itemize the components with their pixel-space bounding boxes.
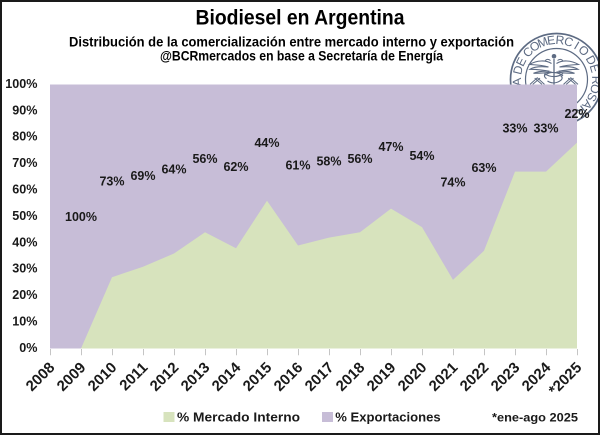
svg-text:60%: 60% [12, 183, 37, 197]
svg-text:2020: 2020 [395, 359, 431, 395]
svg-text:Biodiesel en Argentina: Biodiesel en Argentina [196, 6, 405, 30]
svg-text:I: I [572, 39, 582, 53]
svg-text:2009: 2009 [54, 359, 90, 395]
svg-text:70%: 70% [12, 156, 37, 170]
svg-text:2014: 2014 [209, 359, 245, 395]
svg-text:2019: 2019 [364, 359, 400, 395]
svg-text:22%: 22% [564, 107, 589, 121]
svg-text:*ene-ago 2025: *ene-ago 2025 [492, 410, 578, 424]
svg-text:56%: 56% [192, 152, 217, 166]
svg-text:90%: 90% [12, 103, 37, 117]
svg-text:74%: 74% [440, 176, 465, 190]
svg-text:D: D [510, 64, 526, 76]
svg-text:44%: 44% [254, 136, 279, 150]
svg-text:2022: 2022 [457, 359, 493, 395]
svg-text:2013: 2013 [178, 359, 214, 395]
svg-text:2010: 2010 [85, 359, 121, 395]
svg-text:54%: 54% [409, 149, 434, 163]
svg-text:100%: 100% [5, 77, 37, 91]
svg-text:2011: 2011 [116, 359, 151, 394]
svg-text:@BCRmercados en base a Secreta: @BCRmercados en base a Secretaría de Ene… [160, 48, 443, 64]
svg-text:50%: 50% [12, 209, 37, 223]
svg-text:2008: 2008 [23, 359, 59, 395]
svg-text:100%: 100% [65, 210, 97, 224]
svg-text:A: A [510, 77, 525, 87]
svg-text:58%: 58% [316, 155, 341, 169]
svg-text:E: E [546, 33, 556, 48]
svg-text:2012: 2012 [147, 359, 183, 395]
svg-text:2016: 2016 [271, 359, 307, 395]
svg-text:2021: 2021 [426, 359, 462, 395]
svg-text:2017: 2017 [302, 359, 338, 395]
svg-text:E: E [587, 62, 598, 74]
svg-text:69%: 69% [130, 169, 155, 183]
svg-text:33%: 33% [533, 121, 558, 135]
svg-text:47%: 47% [378, 140, 403, 154]
svg-text:63%: 63% [471, 161, 496, 175]
svg-text:20%: 20% [12, 288, 37, 302]
svg-text:R: R [589, 76, 598, 85]
svg-text:*2025: *2025 [546, 359, 586, 399]
svg-text:0%: 0% [19, 341, 37, 355]
svg-text:30%: 30% [12, 262, 37, 276]
svg-text:80%: 80% [12, 130, 37, 144]
svg-text:Distribución de la comercializ: Distribución de la comercialización entr… [69, 34, 514, 50]
svg-text:56%: 56% [347, 152, 372, 166]
svg-text:C: C [562, 34, 575, 50]
svg-text:% Mercado Interno: % Mercado Interno [177, 410, 300, 424]
svg-text:2023: 2023 [488, 359, 524, 395]
svg-text:33%: 33% [502, 121, 527, 135]
svg-text:10%: 10% [12, 315, 37, 329]
svg-text:64%: 64% [161, 162, 186, 176]
svg-text:O: O [587, 83, 598, 96]
svg-text:73%: 73% [99, 174, 124, 188]
svg-text:M: M [535, 34, 549, 51]
svg-text:61%: 61% [285, 158, 310, 172]
svg-text:R: R [555, 33, 565, 48]
svg-text:40%: 40% [12, 235, 37, 249]
svg-text:% Exportaciones: % Exportaciones [335, 410, 440, 424]
svg-text:62%: 62% [223, 160, 248, 174]
svg-text:2015: 2015 [240, 359, 276, 395]
svg-text:2018: 2018 [333, 359, 369, 395]
